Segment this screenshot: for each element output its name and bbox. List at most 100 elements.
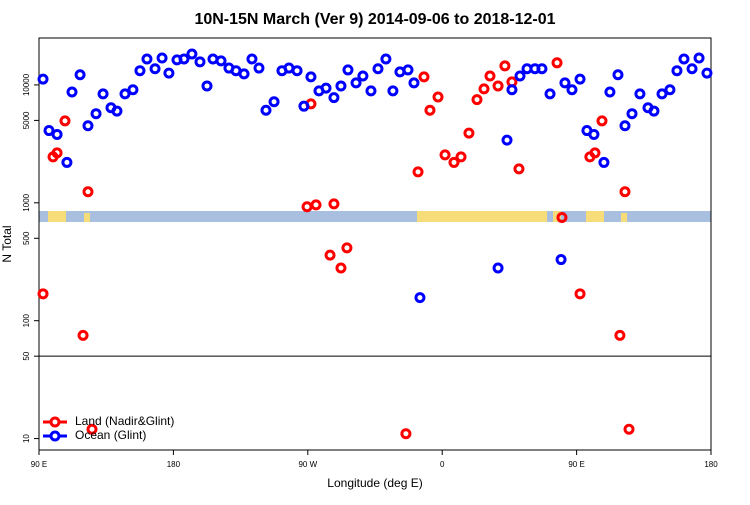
point [82, 120, 94, 132]
y-tick-label: 10 [22, 434, 31, 443]
x-tick-label: 180 [704, 460, 718, 469]
point [619, 120, 631, 132]
point [305, 71, 317, 83]
point [90, 108, 102, 120]
point [246, 53, 258, 65]
point [66, 86, 78, 98]
point [623, 423, 635, 435]
point [324, 249, 336, 261]
point [408, 77, 420, 89]
point [574, 288, 586, 300]
point [619, 186, 631, 198]
point [328, 198, 340, 210]
point [484, 70, 496, 82]
legend-label: Land (Nadir&Glint) [75, 414, 174, 428]
point [335, 80, 347, 92]
point [604, 86, 616, 98]
plot-frame [38, 37, 712, 451]
point [588, 128, 600, 140]
land-patch [586, 211, 604, 222]
y-tick-label: 50 [22, 351, 31, 360]
point [492, 80, 504, 92]
legend-marker [49, 430, 61, 442]
point [134, 65, 146, 77]
y-tick-label: 10000 [22, 73, 31, 96]
point [328, 92, 340, 104]
point [253, 62, 265, 74]
point [350, 77, 362, 89]
point [163, 67, 175, 79]
point [111, 105, 123, 117]
point [51, 128, 63, 140]
point [693, 52, 705, 64]
point [74, 69, 86, 81]
point [656, 88, 668, 100]
point [260, 104, 272, 116]
point [37, 288, 49, 300]
point [701, 67, 713, 79]
y-tick-label: 5000 [22, 111, 31, 129]
point [648, 105, 660, 117]
point [686, 63, 698, 75]
point [499, 60, 511, 72]
point [544, 88, 556, 100]
point [82, 186, 94, 198]
point [51, 147, 63, 159]
point [596, 115, 608, 127]
point [298, 100, 310, 112]
point [97, 88, 109, 100]
land-patch [48, 211, 66, 222]
point [412, 166, 424, 178]
point [664, 84, 676, 96]
point [320, 82, 332, 94]
point [471, 94, 483, 106]
point [335, 262, 347, 274]
map-strip [39, 211, 711, 222]
point [119, 88, 131, 100]
point [555, 254, 567, 266]
legend-marker [49, 416, 61, 428]
point [514, 70, 526, 82]
y-tick-label: 1000 [22, 193, 31, 211]
point [678, 53, 690, 65]
point [341, 242, 353, 254]
point [268, 96, 280, 108]
point [400, 428, 412, 440]
point [634, 88, 646, 100]
land-patch [84, 213, 90, 222]
point [671, 65, 683, 77]
point [551, 57, 563, 69]
point [536, 63, 548, 75]
point [455, 151, 467, 163]
point [501, 134, 513, 146]
point [556, 212, 568, 224]
x-tick-label: 90 W [298, 460, 317, 469]
point [77, 329, 89, 341]
point [463, 127, 475, 139]
point [424, 104, 436, 116]
point [127, 84, 139, 96]
point [574, 73, 586, 85]
point [402, 64, 414, 76]
point [439, 149, 451, 161]
point [614, 329, 626, 341]
point [566, 84, 578, 96]
point [215, 55, 227, 67]
point [149, 63, 161, 75]
x-tick-label: 90 E [568, 460, 584, 469]
x-tick-label: 90 E [31, 460, 47, 469]
point [387, 85, 399, 97]
point [506, 84, 518, 96]
x-axis-label: Longitude (deg E) [327, 476, 422, 490]
point [448, 156, 460, 168]
point [156, 52, 168, 64]
y-tick-label: 100 [22, 313, 31, 327]
point [414, 292, 426, 304]
y-axis-label: N Total [0, 225, 14, 262]
point [365, 85, 377, 97]
point [201, 80, 213, 92]
point [301, 201, 313, 213]
point [598, 156, 610, 168]
x-tick-label: 180 [167, 460, 181, 469]
